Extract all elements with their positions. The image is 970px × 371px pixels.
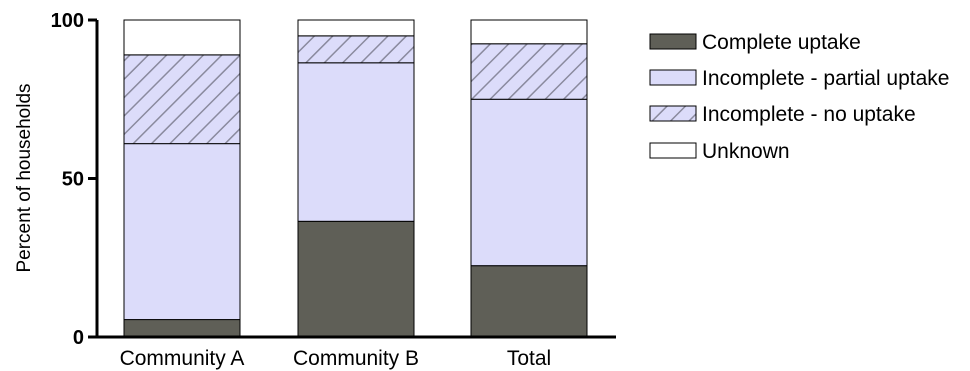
y-axis-title: Percent of households bbox=[14, 83, 35, 272]
bar-segment-community-a-1 bbox=[123, 143, 241, 321]
legend-label: Incomplete - no uptake bbox=[702, 103, 916, 126]
bar-segment-community-b-1 bbox=[297, 62, 415, 222]
legend-label: Unknown bbox=[702, 140, 790, 163]
y-ticks-group: 0 50 100 bbox=[51, 10, 97, 349]
x-labels-group: Community A Community B Total bbox=[120, 347, 552, 370]
legend-swatch bbox=[649, 105, 697, 122]
bar-segment-total-0 bbox=[470, 265, 588, 338]
x-category-label: Total bbox=[507, 347, 551, 370]
legend-label: Complete uptake bbox=[702, 31, 861, 54]
legend-swatch bbox=[649, 69, 697, 86]
x-category-label: Community A bbox=[120, 347, 245, 370]
bar-segment-community-a-3 bbox=[123, 19, 241, 56]
bar-segment-community-b-0 bbox=[297, 220, 415, 338]
bar-segment-total-2 bbox=[470, 43, 588, 100]
bar-segment-community-a-0 bbox=[123, 319, 241, 338]
bar-segment-community-b-3 bbox=[297, 19, 415, 37]
legend-label: Incomplete - partial uptake bbox=[702, 67, 949, 90]
y-tick-label: 0 bbox=[73, 327, 84, 349]
bar-segment-community-b-2 bbox=[297, 35, 415, 64]
x-category-label: Community B bbox=[293, 347, 419, 370]
legend: Complete uptake Incomplete - partial upta… bbox=[649, 31, 949, 163]
y-tick-label: 100 bbox=[51, 10, 84, 32]
legend-swatch bbox=[649, 142, 697, 159]
bar-segment-total-1 bbox=[470, 98, 588, 267]
y-tick-label: 50 bbox=[62, 169, 84, 191]
legend-swatch bbox=[649, 33, 697, 50]
bars-group bbox=[123, 19, 588, 338]
bar-segment-total-3 bbox=[470, 19, 588, 45]
bar-segment-community-a-2 bbox=[123, 54, 241, 145]
